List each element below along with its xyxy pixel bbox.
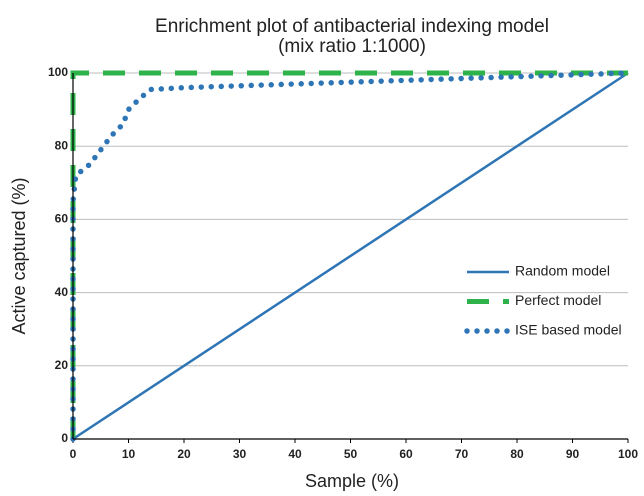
legend: Random model Perfect model ISE based model [464,263,622,338]
x-tick-label: 100 [618,447,638,461]
chart-subtitle: (mix ratio 1:1000) [278,36,426,57]
grid: 0 20 40 60 80 100 0 10 20 30 40 50 60 70 80 90 100 [48,65,638,461]
legend-label: Random model [515,263,610,279]
y-tick-label: 20 [55,358,69,372]
x-tick-label: 40 [288,447,302,461]
x-tick-label: 90 [566,447,580,461]
x-tick-label: 60 [399,447,413,461]
y-tick-label: 60 [55,212,69,226]
y-tick-label: 0 [61,431,68,445]
x-tick-label: 0 [70,447,77,461]
x-tick-label: 10 [122,447,136,461]
x-axis-label: Sample (%) [305,471,399,491]
x-tick-label: 80 [510,447,524,461]
x-tick-label: 50 [344,447,358,461]
x-tick-label: 70 [455,447,469,461]
legend-label: Perfect model [515,292,601,308]
y-tick-label: 100 [48,65,68,79]
x-tick-label: 30 [233,447,247,461]
series-line [72,71,629,441]
x-tick-label: 20 [177,447,191,461]
y-axis-label: Active captured (%) [9,177,29,334]
legend-label: ISE based model [515,322,622,338]
series-line [70,70,631,442]
y-tick-label: 80 [55,138,69,152]
chart-title: Enrichment plot of antibacterial indexin… [155,16,549,37]
y-tick-label: 40 [55,285,69,299]
plot-area [70,70,631,442]
